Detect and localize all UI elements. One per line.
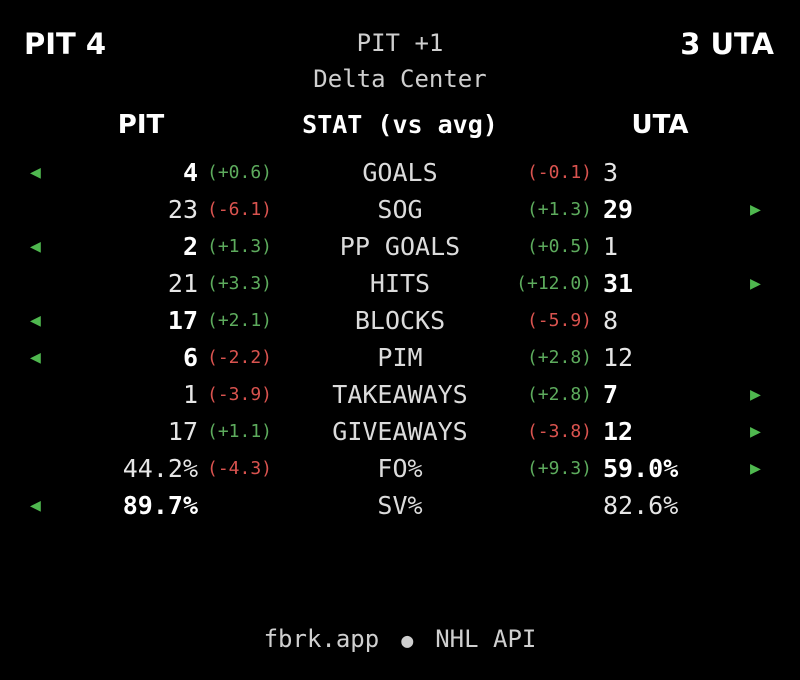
stat-label: FO% [377, 454, 423, 483]
away-value: 8 [603, 306, 619, 335]
away-value: 1 [603, 232, 619, 261]
home-diff: (+2.1) [207, 310, 273, 331]
stat-label: BLOCKS [354, 306, 446, 335]
away-score: 3 UTA [680, 27, 774, 61]
home-diff: (+3.3) [207, 273, 273, 294]
stat-label: TAKEAWAYS [332, 380, 468, 409]
stat-row: ◀ 4 (+0.6) GOALS (-0.1) 3 [0, 154, 800, 191]
home-value: 23 [167, 195, 198, 224]
away-diff: (-5.9) [526, 310, 592, 331]
stat-row: 44.2% (-4.3) FO% (+9.3) 59.0% ▶ [0, 450, 800, 487]
home-value: 1 [182, 380, 198, 409]
stat-row: ◀ 89.7% SV% 82.6% [0, 487, 800, 524]
triangle-right-icon: ▶ [750, 384, 761, 405]
home-value: 4 [182, 158, 198, 187]
home-value: 17 [167, 306, 198, 335]
footer: fbrk.app ● NHL API [0, 624, 800, 655]
away-diff: (-3.8) [526, 421, 592, 442]
stat-row: 17 (+1.1) GIVEAWAYS (-3.8) 12 ▶ [0, 413, 800, 450]
stat-row: ◀ 17 (+2.1) BLOCKS (-5.9) 8 [0, 302, 800, 339]
footer-site-link[interactable]: fbrk.app [263, 625, 380, 653]
away-diff: (-0.1) [526, 162, 592, 183]
home-value: 89.7% [122, 491, 198, 520]
footer-source: NHL API [435, 625, 537, 653]
triangle-left-icon: ◀ [30, 347, 41, 368]
stat-row: ◀ 6 (-2.2) PIM (+2.8) 12 [0, 339, 800, 376]
away-value: 12 [603, 343, 634, 372]
stat-label: PP GOALS [339, 232, 461, 261]
away-diff: (+1.3) [526, 199, 592, 220]
away-value: 12 [603, 417, 634, 446]
stat-label: PIM [377, 343, 423, 372]
stat-row: 1 (-3.9) TAKEAWAYS (+2.8) 7 ▶ [0, 376, 800, 413]
away-value: 82.6% [603, 491, 679, 520]
home-score: PIT 4 [24, 27, 107, 61]
triangle-right-icon: ▶ [750, 421, 761, 442]
away-diff: (+0.5) [526, 236, 592, 257]
away-value: 3 [603, 158, 619, 187]
away-value: 31 [603, 269, 634, 298]
triangle-right-icon: ▶ [750, 458, 761, 479]
stat-label: SOG [377, 195, 423, 224]
column-header-stat: STAT (vs avg) [302, 110, 498, 139]
stat-row: 21 (+3.3) HITS (+12.0) 31 ▶ [0, 265, 800, 302]
triangle-left-icon: ◀ [30, 236, 41, 257]
column-header-home: PIT [117, 110, 165, 140]
bullet-dot-icon: ● [401, 628, 414, 652]
away-value: 29 [603, 195, 634, 224]
stat-row: 23 (-6.1) SOG (+1.3) 29 ▶ [0, 191, 800, 228]
home-diff: (-2.2) [207, 347, 273, 368]
home-value: 17 [167, 417, 198, 446]
home-diff: (-6.1) [207, 199, 273, 220]
stat-label: SV% [377, 491, 423, 520]
column-header-away: UTA [631, 110, 689, 140]
triangle-right-icon: ▶ [750, 273, 761, 294]
stat-label: GIVEAWAYS [332, 417, 468, 446]
home-diff: (-4.3) [207, 458, 273, 479]
away-value: 7 [603, 380, 619, 409]
venue-name: Delta Center [313, 65, 487, 93]
stat-label: GOALS [362, 158, 438, 187]
home-value: 44.2% [122, 454, 198, 483]
triangle-left-icon: ◀ [30, 495, 41, 516]
home-diff: (+1.1) [207, 421, 273, 442]
triangle-left-icon: ◀ [30, 310, 41, 331]
away-value: 59.0% [603, 454, 679, 483]
home-diff: (-3.9) [207, 384, 273, 405]
away-diff: (+2.8) [526, 384, 592, 405]
triangle-left-icon: ◀ [30, 162, 41, 183]
home-value: 6 [182, 343, 198, 372]
home-diff: (+0.6) [207, 162, 273, 183]
stat-row: ◀ 2 (+1.3) PP GOALS (+0.5) 1 [0, 228, 800, 265]
away-diff: (+2.8) [526, 347, 592, 368]
away-diff: (+12.0) [516, 273, 592, 294]
home-diff: (+1.3) [207, 236, 273, 257]
away-diff: (+9.3) [526, 458, 592, 479]
home-value: 2 [182, 232, 198, 261]
triangle-right-icon: ▶ [750, 199, 761, 220]
spread-line: PIT +1 [356, 29, 444, 57]
home-value: 21 [167, 269, 198, 298]
stat-label: HITS [369, 269, 431, 298]
